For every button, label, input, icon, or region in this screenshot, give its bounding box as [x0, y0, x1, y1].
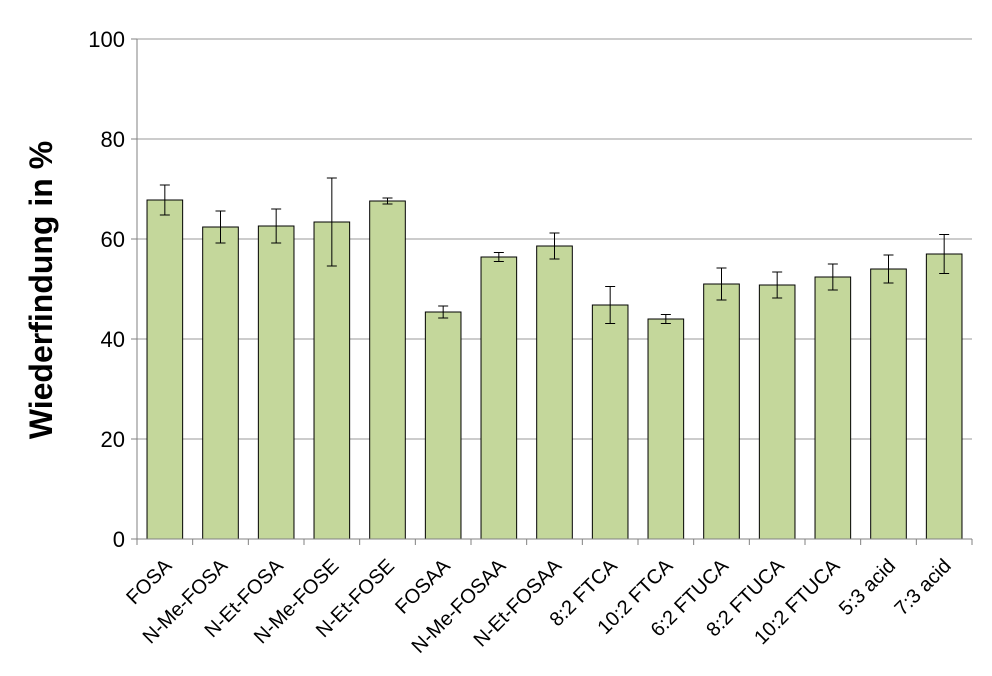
- bar: [424, 311, 462, 540]
- bar: [480, 256, 518, 540]
- bar: [202, 226, 239, 540]
- bar: [703, 283, 740, 540]
- y-tick-label: 100: [88, 27, 125, 52]
- x-tick-label: 5:3 acid: [835, 555, 900, 620]
- bar: [591, 304, 629, 540]
- y-tick-label: 80: [101, 127, 125, 152]
- axes: [136, 39, 972, 540]
- bar: [257, 225, 295, 540]
- y-tick-label: 0: [113, 527, 125, 552]
- bar: [536, 245, 573, 540]
- error-bars: [159, 177, 950, 324]
- bar: [369, 200, 406, 540]
- y-tick-label: 40: [101, 327, 125, 352]
- bar: [925, 253, 963, 540]
- bar: [758, 284, 796, 540]
- x-tick-label: 7:3 acid: [891, 555, 956, 620]
- x-tick-label: FOSA: [122, 555, 177, 610]
- y-tick-label: 60: [101, 227, 125, 252]
- bars: [146, 199, 963, 540]
- bar: [647, 318, 685, 540]
- bar: [814, 276, 852, 540]
- y-tick-labels: 0 20 40 60 80 100: [88, 27, 125, 552]
- y-axis-title: Wiederfindung in %: [23, 141, 59, 439]
- x-tick-labels: FOSAN-Me-FOSAN-Et-FOSAN-Me-FOSEN-Et-FOSE…: [122, 539, 973, 658]
- y-tick-label: 20: [101, 427, 125, 452]
- bar: [146, 199, 184, 540]
- bar: [870, 268, 907, 540]
- bar: [313, 221, 351, 540]
